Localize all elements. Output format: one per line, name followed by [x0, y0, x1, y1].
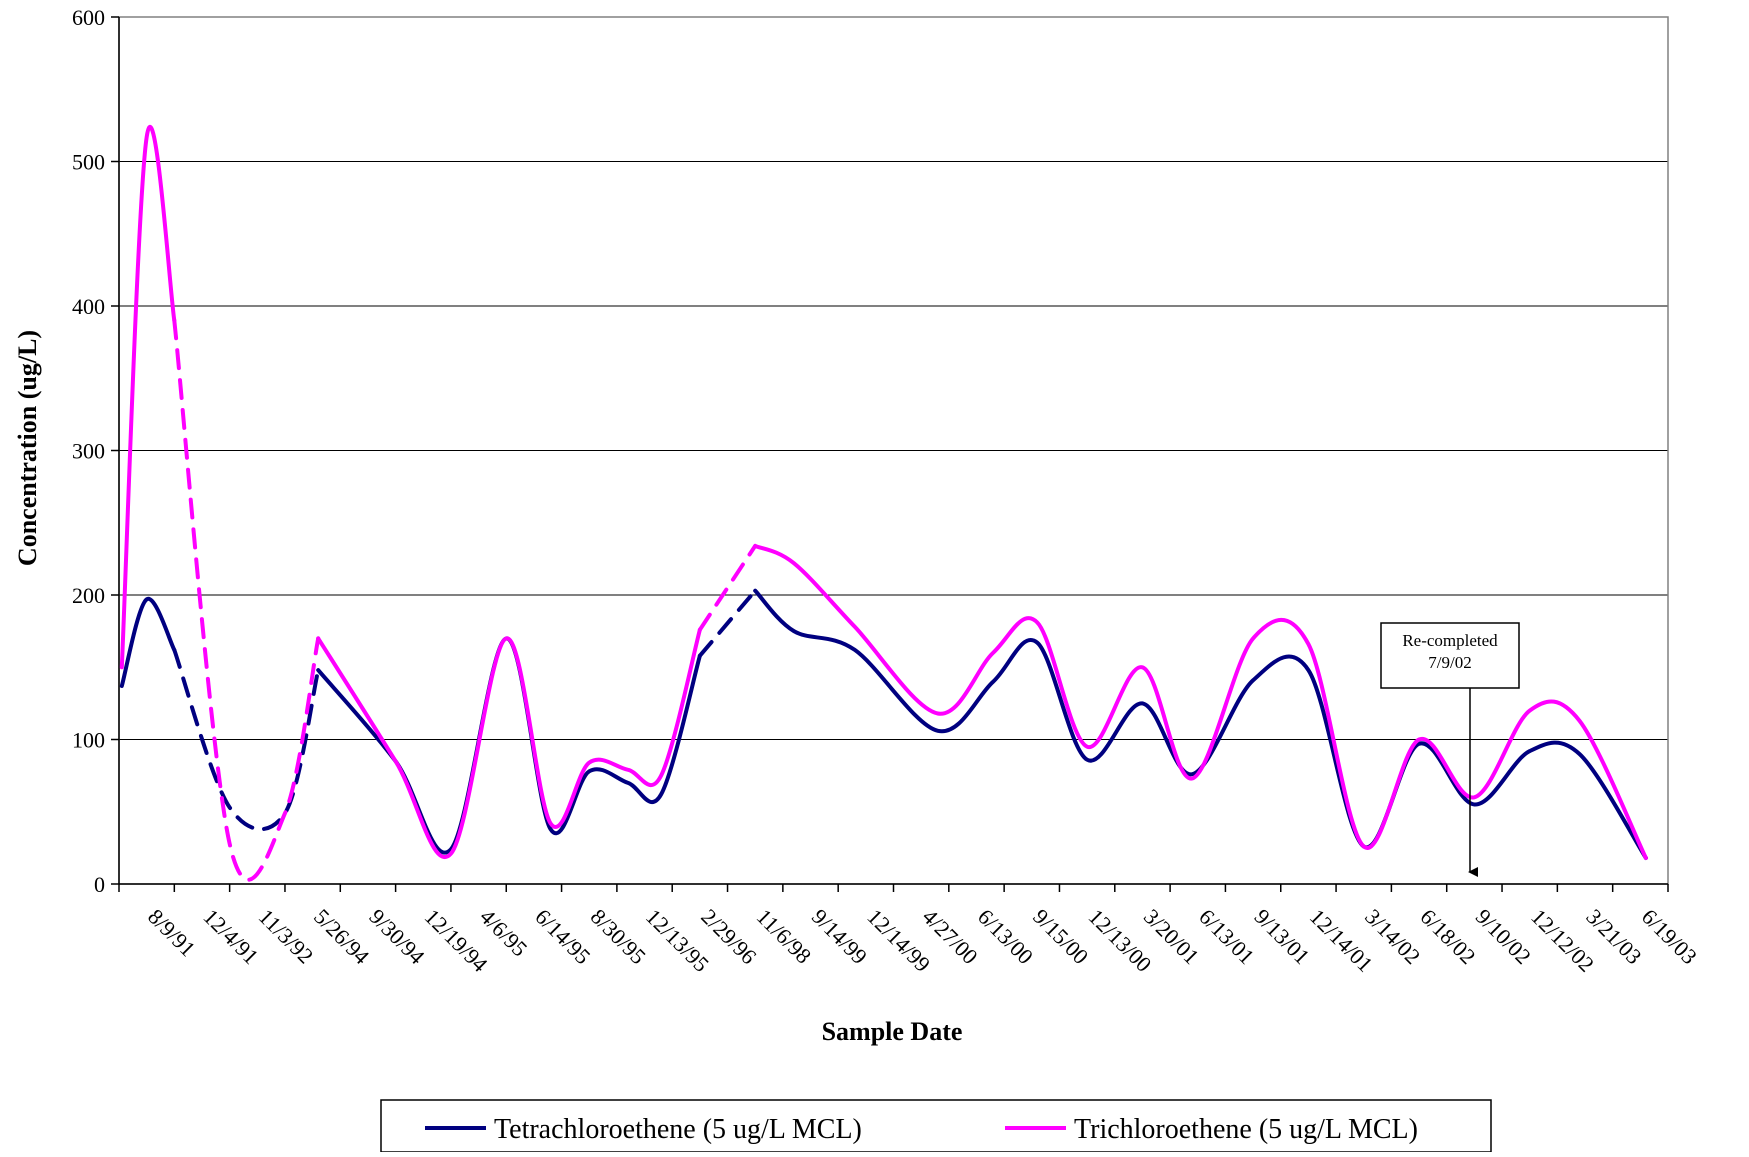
x-axis-title: Sample Date	[822, 1017, 963, 1046]
x-tick-label: 9/30/94	[364, 904, 429, 969]
series-line-segment	[316, 627, 702, 859]
y-axis-title: Concentration (ug/L)	[13, 330, 42, 566]
legend-box	[380, 1099, 1492, 1153]
tick-labels: 0 100 200 300 400 500 600 8/9/9112/4/9111/3/925…	[72, 5, 1702, 977]
annotation-box	[1380, 622, 1520, 689]
x-tick-label: 6/13/01	[1194, 904, 1259, 969]
x-tick-label: 8/30/95	[586, 904, 651, 969]
x-tick-label: 6/14/95	[530, 904, 595, 969]
x-tick-label: 11/3/92	[254, 904, 319, 969]
legend: Tetrachloroethene (5 ug/L MCL) Trichloro…	[380, 1099, 1492, 1153]
series-line-segment	[172, 318, 321, 882]
annotation: Re-completed 7/9/02	[1380, 622, 1520, 877]
x-tick-label: 9/15/00	[1028, 904, 1093, 969]
y-tick-label: 0	[94, 872, 105, 897]
series-trichloroethene	[119, 124, 1648, 882]
y-tick-label: 600	[72, 5, 105, 30]
y-tick-label: 500	[72, 150, 105, 175]
series-line-segment	[172, 647, 321, 832]
series-lines	[119, 124, 1648, 882]
series-line-segment	[316, 636, 702, 855]
x-tick-label: 12/4/91	[198, 904, 263, 969]
y-tick-label: 400	[72, 294, 105, 319]
series-line-segment	[697, 588, 758, 658]
axes	[111, 16, 1669, 892]
x-tick-label: 8/9/91	[143, 904, 200, 961]
x-tick-label: 6/19/03	[1637, 904, 1702, 969]
x-tick-label: 6/18/02	[1416, 904, 1481, 969]
series-line-segment	[697, 543, 758, 632]
legend-label-trichloroethene: Trichloroethene (5 ug/L MCL)	[1074, 1114, 1418, 1145]
series-line-segment	[119, 597, 177, 688]
x-tick-label: 11/6/98	[752, 904, 817, 969]
x-tick-label: 6/13/00	[973, 904, 1038, 969]
x-tick-label: 9/13/01	[1250, 904, 1315, 969]
y-tick-label: 300	[72, 439, 105, 464]
legend-label-tetrachloroethene: Tetrachloroethene (5 ug/L MCL)	[494, 1114, 862, 1145]
x-tick-label: 9/14/99	[807, 904, 872, 969]
y-tick-label: 100	[72, 728, 105, 753]
series-line-segment	[119, 124, 177, 670]
x-tick-label: 9/10/02	[1471, 904, 1536, 969]
annotation-line-2: 7/9/02	[1428, 653, 1471, 672]
x-tick-label: 5/26/94	[309, 904, 374, 969]
y-tick-label: 200	[72, 583, 105, 608]
series-line-segment	[753, 543, 1648, 860]
annotation-line-1: Re-completed	[1402, 631, 1498, 650]
gridlines	[119, 161, 1668, 740]
